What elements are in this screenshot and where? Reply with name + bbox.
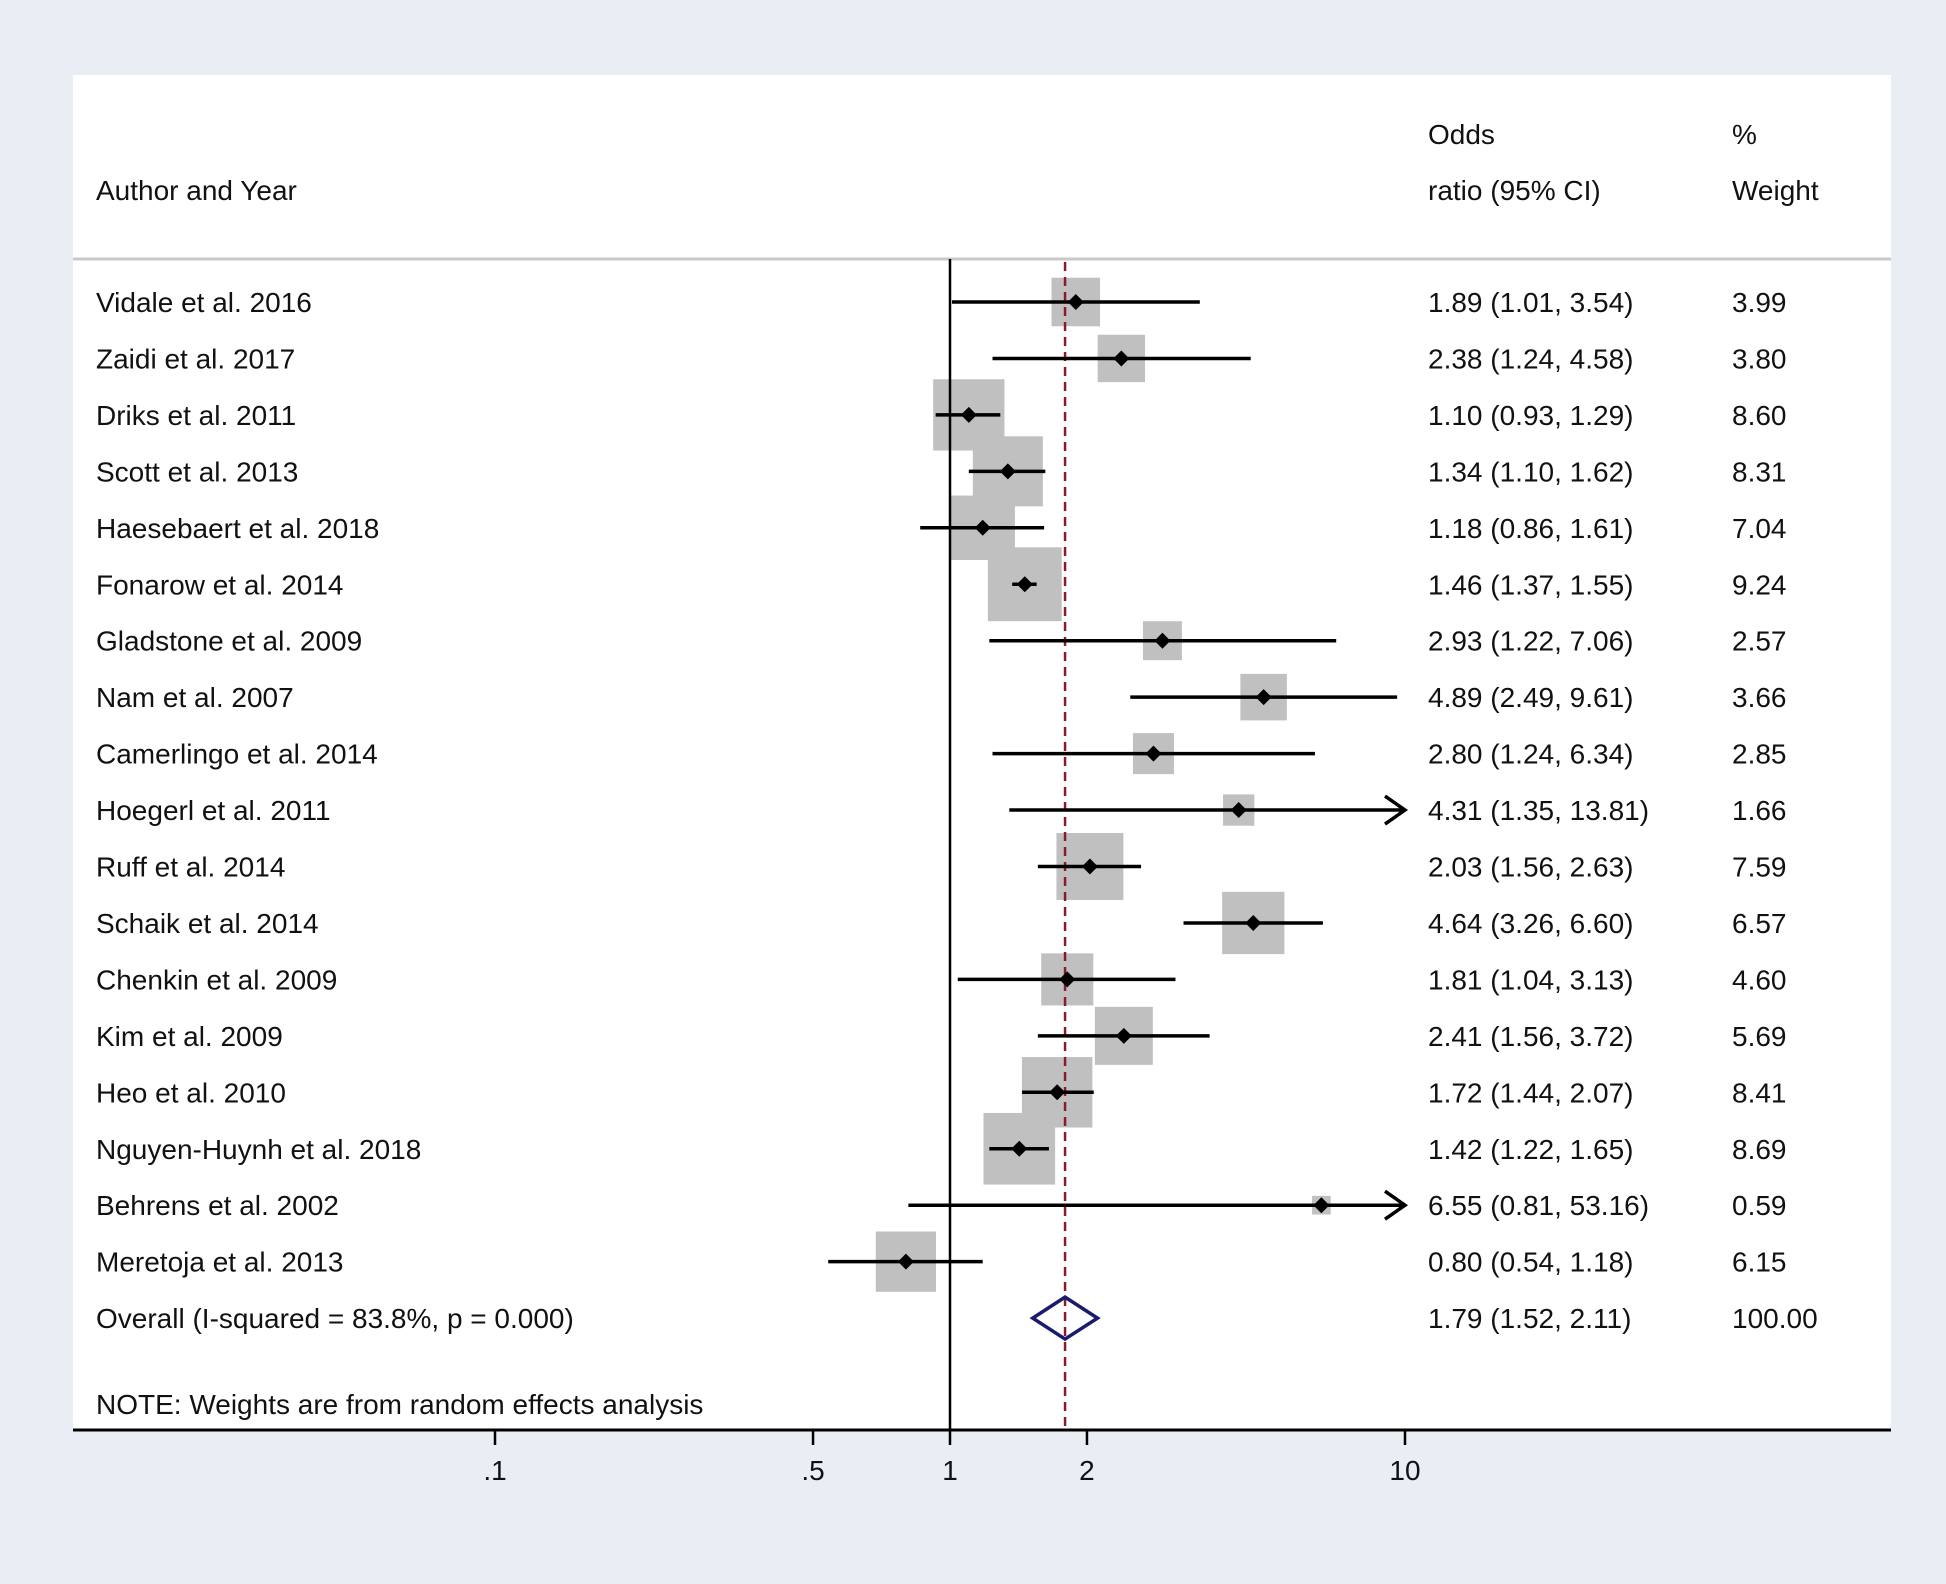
study-label: Heo et al. 2010 [96,1077,286,1108]
study-label: Zaidi et al. 2017 [96,343,295,374]
study-ci: 0.80 (0.54, 1.18) [1428,1247,1633,1278]
point-estimate [897,1253,914,1270]
study-ci: 2.80 (1.24, 6.34) [1428,739,1633,770]
x-tick-label: .5 [801,1455,824,1486]
study-ci: 1.10 (0.93, 1.29) [1428,400,1633,431]
study-weight: 0.59 [1732,1190,1787,1221]
point-estimate [1059,971,1076,988]
point-estimate [999,463,1016,480]
study-label: Driks et al. 2011 [96,400,296,431]
study-ci: 2.03 (1.56, 2.63) [1428,852,1633,883]
point-estimate [1067,294,1084,310]
point-estimate [1113,350,1130,367]
study-weight: 3.80 [1732,343,1787,374]
study-ci: 1.34 (1.10, 1.62) [1428,456,1633,487]
study-ci: 1.18 (0.86, 1.61) [1428,513,1633,544]
study-ci: 4.64 (3.26, 6.60) [1428,908,1633,939]
study-weight: 7.59 [1732,852,1787,883]
study-weight: 6.15 [1732,1247,1787,1278]
point-estimate [1245,914,1262,931]
point-estimate [974,519,991,536]
header-effect-line1: Odds [1428,119,1495,150]
study-label: Scott et al. 2013 [96,456,298,487]
study-label: Gladstone et al. 2009 [96,626,362,657]
study-label: Schaik et al. 2014 [96,908,319,939]
study-ci: 1.42 (1.22, 1.65) [1428,1134,1633,1165]
header-weight-line2: Weight [1732,175,1819,206]
overall-label: Overall (I-squared = 83.8%, p = 0.000) [96,1303,574,1334]
study-weight: 3.99 [1732,287,1787,318]
study-ci: 4.89 (2.49, 9.61) [1428,682,1633,713]
study-ci: 1.89 (1.01, 3.54) [1428,287,1633,318]
x-tick-label: 10 [1389,1455,1420,1486]
point-estimate [1081,858,1098,875]
x-tick-label: .1 [483,1455,506,1486]
study-weight: 3.66 [1732,682,1787,713]
x-tick-label: 2 [1079,1455,1095,1486]
study-weight: 1.66 [1732,795,1787,826]
point-estimate [1230,802,1247,819]
study-label: Ruff et al. 2014 [96,852,285,883]
study-label: Kim et al. 2009 [96,1021,283,1052]
study-ci: 2.93 (1.22, 7.06) [1428,626,1633,657]
point-estimate [960,406,977,423]
point-estimate [1115,1027,1132,1044]
ci-arrow [1383,794,1409,826]
point-estimate [1255,689,1272,706]
study-ci: 4.31 (1.35, 13.81) [1428,795,1649,826]
study-label: Meretoja et al. 2013 [96,1247,344,1278]
overall-weight: 100.00 [1732,1303,1818,1334]
study-weight: 9.24 [1732,569,1787,600]
study-weight: 7.04 [1732,513,1787,544]
point-estimate [1154,632,1171,649]
header-weight-line1: % [1732,119,1757,150]
study-weight: 2.57 [1732,626,1787,657]
study-ci: 1.72 (1.44, 2.07) [1428,1077,1633,1108]
study-weight: 4.60 [1732,964,1787,995]
point-estimate [1011,1140,1028,1157]
study-weight: 8.60 [1732,400,1787,431]
study-label: Nam et al. 2007 [96,682,294,713]
ci-arrow [1383,1189,1409,1221]
overall-ci: 1.79 (1.52, 2.11) [1428,1303,1631,1334]
study-weight: 6.57 [1732,908,1787,939]
study-ci: 2.38 (1.24, 4.58) [1428,343,1633,374]
note-text: NOTE: Weights are from random effects an… [96,1389,703,1420]
study-label: Fonarow et al. 2014 [96,569,344,600]
x-tick-label: 1 [942,1455,958,1486]
study-ci: 1.81 (1.04, 3.13) [1428,964,1633,995]
study-ci: 2.41 (1.56, 3.72) [1428,1021,1633,1052]
header-effect-line2: ratio (95% CI) [1428,175,1601,206]
study-weight: 8.31 [1732,456,1787,487]
study-ci: 1.46 (1.37, 1.55) [1428,569,1633,600]
study-label: Hoegerl et al. 2011 [96,795,331,826]
study-label: Haesebaert et al. 2018 [96,513,379,544]
header-study: Author and Year [96,175,297,206]
study-weight: 8.69 [1732,1134,1787,1165]
study-weight: 2.85 [1732,739,1787,770]
point-estimate [1016,576,1033,593]
study-label: Nguyen-Huynh et al. 2018 [96,1134,421,1165]
point-estimate [1049,1084,1066,1101]
study-label: Chenkin et al. 2009 [96,964,337,995]
point-estimate [1145,745,1162,762]
study-label: Camerlingo et al. 2014 [96,739,378,770]
study-ci: 6.55 (0.81, 53.16) [1428,1190,1649,1221]
overall-diamond [1029,1295,1101,1342]
point-estimate [1313,1197,1330,1214]
study-label: Vidale et al. 2016 [96,287,312,318]
study-label: Behrens et al. 2002 [96,1190,339,1221]
study-weight: 5.69 [1732,1021,1787,1052]
study-weight: 8.41 [1732,1077,1787,1108]
